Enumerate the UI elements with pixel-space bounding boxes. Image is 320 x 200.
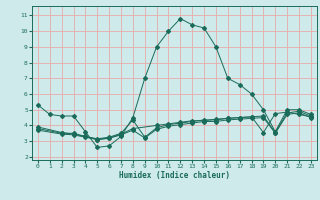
X-axis label: Humidex (Indice chaleur): Humidex (Indice chaleur) [119, 171, 230, 180]
